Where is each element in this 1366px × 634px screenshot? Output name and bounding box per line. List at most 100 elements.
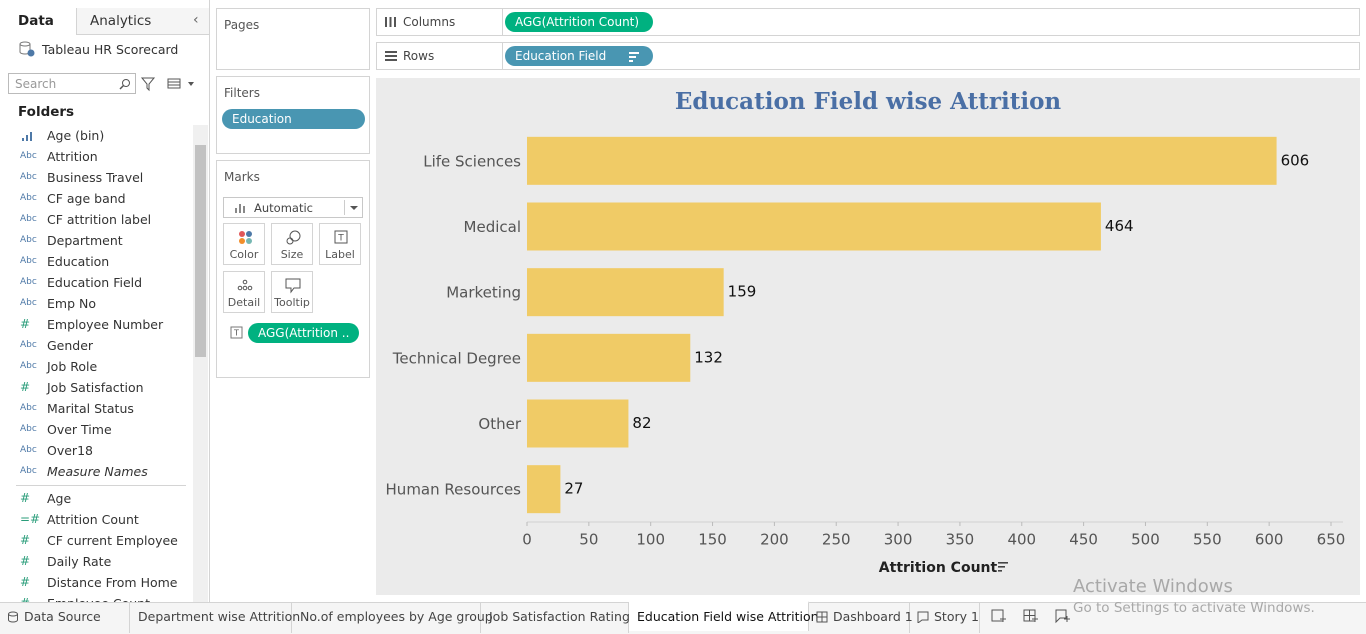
sheet-tab[interactable]: No.of employees by Age group (292, 603, 493, 633)
x-tick-label: 50 (579, 531, 598, 549)
field-list: Age (bin) Abc Attrition Abc Business Travel A… (0, 125, 192, 603)
field[interactable]: Abc Emp No (0, 293, 192, 314)
tab-icon (8, 611, 18, 623)
mark-type-dropdown[interactable]: Automatic (223, 197, 363, 218)
section-divider (16, 485, 186, 486)
sheet-tab[interactable]: Department wise Attrition (130, 603, 300, 633)
field[interactable]: # Employee Number (0, 314, 192, 335)
field[interactable]: # CF current Employee (0, 530, 192, 551)
field[interactable]: Age (bin) (0, 125, 192, 146)
sheet-tab[interactable]: Education Field wise Attrition (629, 601, 819, 631)
field[interactable]: # Employee Count (0, 593, 192, 603)
y-tick-label: Other (478, 415, 521, 433)
x-tick-label: 200 (760, 531, 789, 549)
scroll-thumb[interactable] (195, 145, 206, 357)
mark-button[interactable]: T Label (319, 223, 361, 265)
tab-icon (816, 611, 828, 623)
field[interactable]: Abc Business Travel (0, 167, 192, 188)
mark-button[interactable]: Color (223, 223, 265, 265)
field[interactable]: Abc Education (0, 251, 192, 272)
field-type-icon: Abc (20, 235, 37, 245)
field[interactable]: Abc Attrition (0, 146, 192, 167)
mark-pill[interactable]: AGG(Attrition .. (248, 323, 359, 343)
field[interactable]: # Job Satisfaction (0, 377, 192, 398)
field[interactable]: =# Attrition Count (0, 509, 192, 530)
pane-tab[interactable]: Data (18, 13, 54, 29)
field-type-icon: Abc (20, 151, 37, 161)
mark-button[interactable]: Tooltip (271, 271, 313, 313)
mark-button-label: Detail (227, 296, 261, 309)
filters-card: Filters Education (216, 76, 370, 154)
x-tick-label: 0 (522, 531, 532, 549)
shelf-label: Rows (403, 49, 435, 63)
field-type-icon: # (20, 596, 31, 603)
watermark-title: Activate Windows (1073, 576, 1233, 597)
tab-icon (917, 611, 929, 623)
field-name: Age (bin) (47, 128, 105, 143)
sheet-tab-label: Data Source (24, 609, 101, 624)
field[interactable]: # Age (0, 488, 192, 509)
pane-toolbar[interactable] (140, 76, 200, 92)
columns-pill[interactable]: AGG(Attrition Count) (505, 12, 653, 32)
search-icon (119, 79, 130, 90)
field-type-icon: # (20, 380, 31, 394)
sheet-tab[interactable]: Data Source (0, 603, 130, 633)
field-type-icon: Abc (20, 172, 37, 182)
bar (527, 465, 561, 514)
sheet-tab-label: Education Field wise Attrition (637, 609, 819, 624)
field[interactable]: Abc CF age band (0, 188, 192, 209)
shelf-divider (502, 9, 503, 35)
search-box[interactable]: Search (8, 73, 136, 94)
x-tick-label: 100 (636, 531, 665, 549)
pane-tab[interactable]: Analytics (90, 13, 152, 29)
field-type-icon: Abc (20, 298, 37, 308)
field[interactable]: Abc Job Role (0, 356, 192, 377)
card-title: Pages (224, 18, 260, 32)
mark-button-label: Size (280, 248, 304, 261)
field[interactable]: Abc Over18 (0, 440, 192, 461)
sheet-tab-label: No.of employees by Age group (300, 609, 493, 624)
field-type-icon: Abc (20, 256, 37, 266)
filter-pill[interactable]: Education (222, 109, 365, 129)
field[interactable]: Abc Gender (0, 335, 192, 356)
field-name: CF age band (47, 191, 126, 206)
field[interactable]: # Daily Rate (0, 551, 192, 572)
columns-icon (385, 17, 396, 27)
field-name: Job Satisfaction (47, 380, 144, 395)
sheet-tab-label: Dashboard 1 (833, 609, 913, 624)
field[interactable]: Abc CF attrition label (0, 209, 192, 230)
new-sheet-buttons[interactable] (988, 606, 1078, 628)
mark-button-icon (239, 231, 252, 244)
field-name: Employee Count (47, 593, 150, 603)
collapse-arrow[interactable]: ‹ (193, 12, 199, 28)
field-type-icon: # (20, 575, 31, 589)
field[interactable]: Abc Over Time (0, 419, 192, 440)
field-type-icon: Abc (20, 424, 37, 434)
card-title: Filters (224, 86, 260, 100)
axis-sort-icon[interactable] (998, 562, 1008, 572)
mark-button[interactable]: Size (271, 223, 313, 265)
field-type-icon: # (20, 533, 31, 547)
rows-pill[interactable]: Education Field (505, 46, 653, 66)
field[interactable]: Abc Measure Names (0, 461, 192, 482)
field[interactable]: # Distance From Home (0, 572, 192, 593)
field[interactable]: Abc Department (0, 230, 192, 251)
marks-card: Marks Automatic Color Size T Label Detail Too… (216, 160, 370, 378)
y-tick-label: Human Resources (386, 481, 522, 499)
y-tick-label: Life Sciences (423, 152, 521, 170)
field[interactable]: Abc Marital Status (0, 398, 192, 419)
field-type-icon: # (20, 554, 31, 568)
y-tick-label: Marketing (446, 284, 521, 302)
x-axis-title: Attrition Count (879, 560, 998, 576)
scrollbar[interactable] (193, 125, 208, 603)
shelf-divider (502, 43, 503, 69)
field-type-icon: # (20, 317, 31, 331)
sheet-tab[interactable]: Story 1 (910, 603, 980, 633)
sheet-tab[interactable]: Job Satisfaction Rating (481, 603, 630, 633)
mark-type-icon (235, 204, 245, 213)
sheet-tab[interactable]: Dashboard 1 (809, 603, 913, 633)
field[interactable]: Abc Education Field (0, 272, 192, 293)
mark-button[interactable]: Detail (223, 271, 265, 313)
field-name: Education (47, 254, 110, 269)
datasource-name[interactable]: Tableau HR Scorecard (42, 42, 179, 57)
